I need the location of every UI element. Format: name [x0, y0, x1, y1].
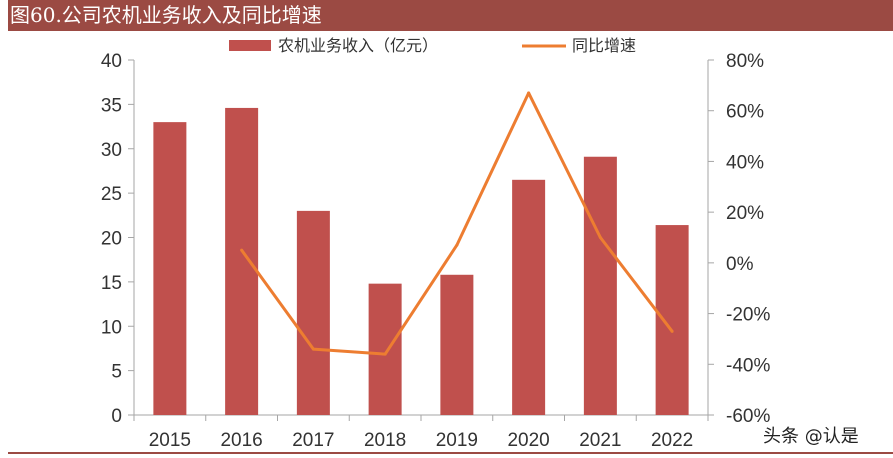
right-tick-label: 80%: [726, 51, 764, 72]
right-tick-label: 40%: [726, 152, 764, 173]
x-tick-label: 2019: [436, 430, 478, 451]
x-tick-label: 2017: [292, 430, 334, 451]
left-tick-label: 0: [111, 406, 122, 427]
left-tick-label: 5: [111, 362, 122, 383]
left-tick-label: 10: [101, 317, 122, 338]
x-tick-label: 2016: [220, 430, 262, 451]
legend-swatch-revenue: [229, 40, 271, 51]
left-tick-label: 15: [101, 273, 122, 294]
x-tick-label: 2015: [149, 430, 191, 451]
left-tick-label: 20: [101, 229, 122, 250]
bar-2020: [512, 179, 546, 415]
bar-2019: [440, 274, 474, 415]
x-tick-label: 2022: [651, 430, 693, 451]
bar-2018: [368, 283, 402, 415]
growth-point-2018: [383, 352, 387, 356]
growth-point-2019: [455, 243, 459, 247]
bar-2016: [225, 107, 259, 416]
left-tick-label: 40: [101, 51, 122, 72]
line-series: [240, 91, 674, 356]
bar-2017: [296, 210, 330, 415]
growth-point-2022: [670, 329, 674, 333]
right-tick-label: -20%: [726, 305, 770, 326]
bar-2021: [583, 156, 617, 416]
right-tick-label: -60%: [726, 406, 770, 427]
left-tick-label: 35: [101, 95, 122, 116]
growth-point-2021: [598, 236, 602, 239]
left-tick-label: 25: [101, 184, 122, 205]
legend-label-revenue: 农机业务收入（亿元）: [278, 36, 438, 55]
right-tick-label: 0%: [726, 254, 754, 275]
chart-axes: 0 5 10 15 20 25 30 35 40 -60% -40% -20% 0% 20% 40% 60% 8…: [101, 51, 771, 451]
right-tick-label: -40%: [726, 355, 770, 376]
figure-title: 图60.公司农机业务收入及同比增速: [8, 0, 893, 31]
bottom-divider: [8, 452, 893, 454]
right-tick-label: 20%: [726, 203, 764, 224]
bar-series: [153, 107, 689, 416]
legend-label-growth: 同比增速: [572, 36, 636, 55]
bar-2022: [655, 225, 689, 415]
x-tick-label: 2021: [579, 430, 621, 451]
chart-legend: 农机业务收入（亿元） 同比增速: [229, 36, 636, 55]
left-tick-label: 30: [101, 140, 122, 161]
growth-point-2016: [240, 248, 244, 252]
watermark-text: 头条 @认是: [763, 426, 859, 447]
x-tick-label: 2020: [507, 430, 549, 451]
right-tick-label: 60%: [726, 102, 764, 123]
growth-point-2017: [311, 347, 315, 351]
bar-2015: [153, 122, 187, 415]
x-tick-label: 2018: [364, 430, 406, 451]
growth-point-2020: [527, 91, 531, 95]
